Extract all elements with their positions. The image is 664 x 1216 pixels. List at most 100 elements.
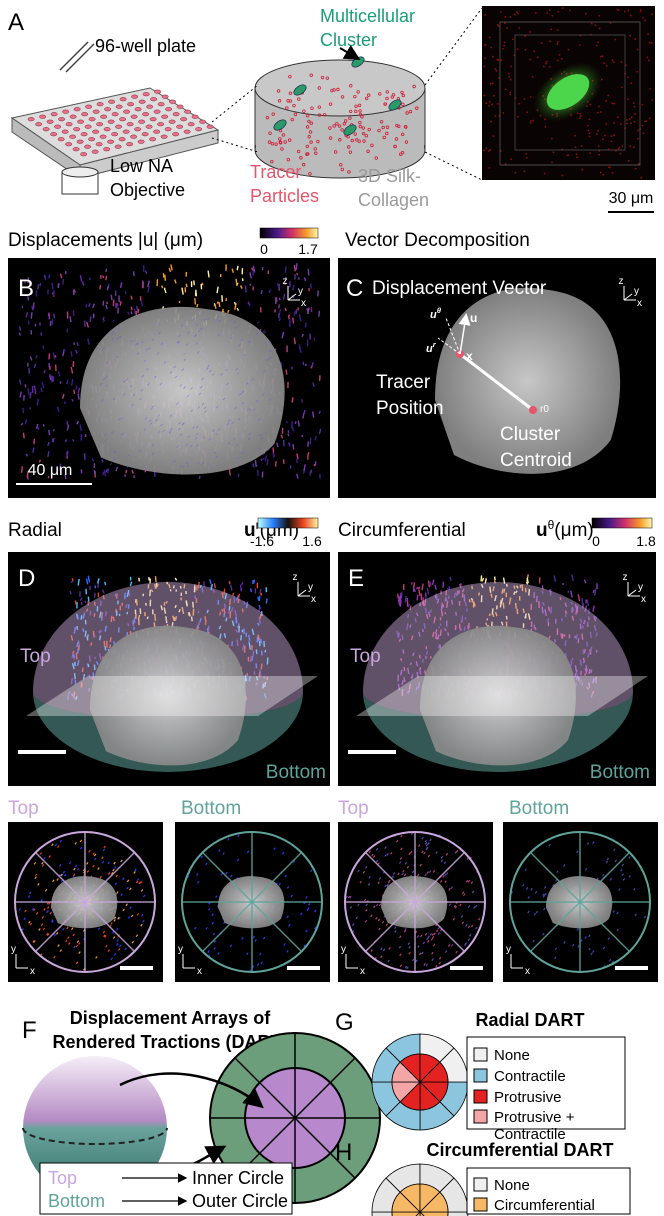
well (58, 117, 64, 121)
particle (580, 113, 582, 115)
vector (50, 321, 51, 326)
well (100, 115, 106, 119)
particle (581, 169, 583, 171)
vector (120, 301, 121, 306)
particle (549, 66, 551, 68)
particle (544, 173, 546, 175)
well (176, 125, 182, 129)
well (184, 130, 190, 134)
vector (292, 367, 293, 370)
particle (506, 27, 508, 29)
vector (305, 323, 306, 328)
vector (106, 276, 107, 281)
particle (509, 16, 511, 18)
particle (525, 153, 527, 155)
label: Top (48, 1168, 77, 1188)
particle (517, 13, 519, 15)
label: Tracer (376, 372, 431, 393)
vector (286, 370, 287, 375)
label: y (11, 944, 16, 955)
label: Bottom (509, 798, 569, 819)
particle (484, 65, 486, 67)
particle (627, 99, 629, 101)
label: Circumferential (494, 1197, 595, 1214)
vector (103, 317, 104, 320)
well (35, 122, 41, 126)
well (123, 130, 129, 134)
vector (293, 317, 294, 323)
particle (491, 104, 493, 106)
label: 0 (260, 241, 268, 257)
particle (624, 11, 626, 13)
well (142, 132, 148, 136)
particle (495, 70, 497, 72)
well (77, 120, 83, 124)
vector (251, 588, 252, 592)
vector (285, 266, 286, 273)
vector (52, 283, 53, 290)
label: H (335, 1139, 352, 1166)
unit: (μm) (554, 520, 593, 541)
particle (631, 117, 633, 119)
label: C (346, 275, 363, 302)
particle (529, 59, 531, 61)
particle (628, 10, 630, 12)
vector (38, 427, 39, 429)
well (127, 102, 133, 106)
particle (530, 120, 532, 122)
vector (292, 397, 293, 402)
particle (613, 134, 615, 136)
label: Objective (110, 180, 185, 200)
well (62, 130, 68, 134)
vector (103, 472, 104, 475)
vector (310, 438, 311, 445)
vector (289, 316, 290, 319)
particle (602, 174, 604, 176)
particle (597, 41, 599, 43)
vector (219, 302, 220, 307)
vector (49, 274, 50, 278)
zoom (425, 152, 482, 180)
label: Top (338, 798, 369, 819)
colorbar (260, 228, 318, 238)
particle (619, 147, 621, 149)
vector (22, 466, 23, 473)
particle (603, 62, 605, 64)
label: Displacement Vector (372, 278, 547, 299)
well (135, 107, 141, 111)
particle (651, 13, 653, 15)
superscript: θ (437, 306, 442, 315)
particle (626, 119, 628, 121)
label: Protrusive (494, 1089, 562, 1106)
vector (308, 452, 309, 455)
label: Low NA (110, 156, 173, 176)
particle (484, 14, 486, 16)
well (157, 122, 163, 126)
particle (612, 59, 614, 61)
vector (417, 587, 418, 589)
particle (612, 102, 614, 104)
particle (524, 98, 526, 100)
well (85, 125, 91, 129)
particle (557, 41, 559, 43)
well (119, 137, 125, 141)
particle (598, 106, 600, 108)
vector (267, 459, 268, 465)
particle (613, 61, 615, 63)
vector (30, 392, 31, 398)
vector (77, 342, 78, 346)
label: y (341, 944, 346, 955)
particle (581, 145, 583, 147)
vector (107, 286, 108, 290)
well (103, 147, 109, 151)
well (115, 145, 121, 149)
particle (502, 112, 504, 114)
vector (417, 594, 418, 600)
label: Bottom (590, 762, 650, 783)
label: x (30, 966, 35, 977)
well (115, 125, 121, 129)
particle (589, 132, 591, 134)
particle (490, 121, 492, 123)
objective-top (62, 167, 98, 177)
vector (279, 298, 280, 300)
